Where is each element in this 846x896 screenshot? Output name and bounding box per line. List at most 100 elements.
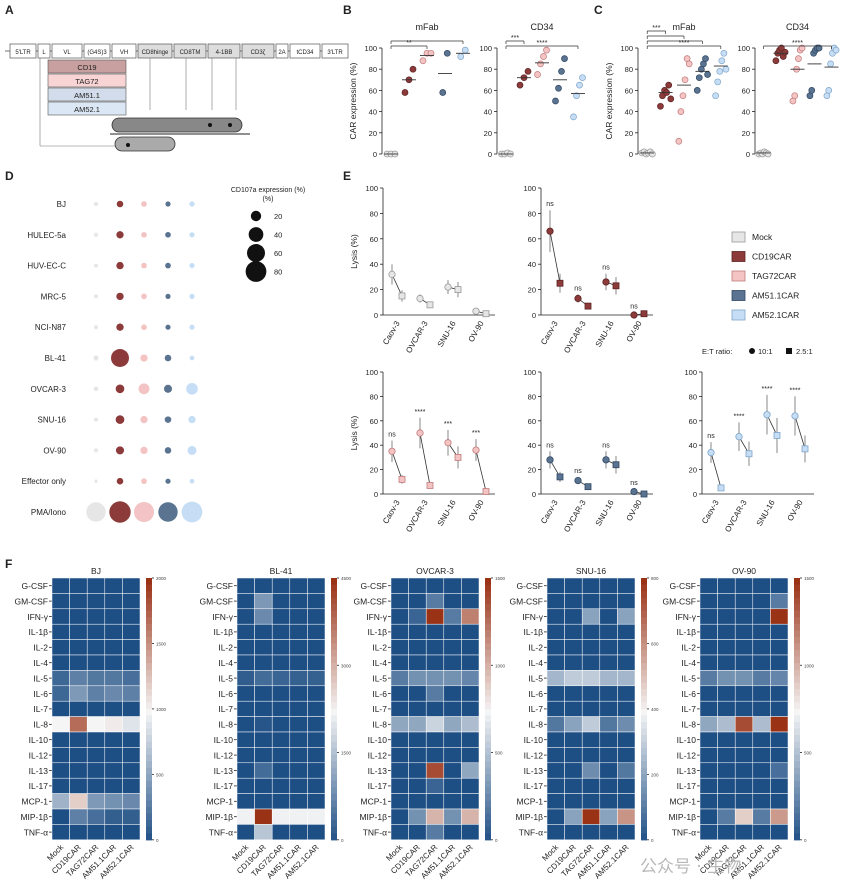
heatmap-snu16-colorbar-seg [641, 748, 647, 756]
heatmap-snu16-colorbar-seg [641, 617, 647, 625]
bubble-AM51.1CAR [165, 262, 171, 269]
lysis-cd19car-sig-label: ns [630, 303, 638, 310]
lysis-cd19car-y-tick-label: 40 [528, 260, 536, 269]
lysis-legend-swatch [731, 270, 746, 282]
heatmap-snu16-title: SNU-16 [576, 566, 607, 576]
heatmap-ov90-colorbar-seg [794, 578, 800, 586]
heatmap-ovcar3-cell [425, 793, 445, 810]
heatmap-ov90-row-label: IFN-γ [675, 612, 697, 622]
heatmap-bl41-cell [271, 593, 291, 610]
lysis-am521car-x-tick-label: SNU-16 [755, 498, 777, 528]
heatmap-bl41-cell [289, 793, 308, 810]
heatmap-snu16-colorbar-seg [641, 578, 647, 586]
heatmap-ovcar3-row-label: IL-17 [368, 781, 388, 791]
heatmap-ov90-cell [770, 654, 789, 671]
heatmap-snu16-colorbar-seg [641, 793, 647, 802]
c-cd34-point [832, 46, 840, 54]
heatmap-bj-cell [122, 700, 141, 717]
heatmap-snu16-cell [581, 762, 601, 779]
heatmap-bj-colorbar-seg [146, 630, 152, 638]
heatmap-snu16-cell [617, 762, 636, 779]
binder-label: CD19 [77, 63, 96, 72]
heatmap-bj-cell [122, 824, 141, 841]
heatmap-bj-colorbar-seg [146, 656, 152, 664]
heatmap-ov90-cell [717, 700, 736, 717]
lysis-cd19car-point-10to1 [546, 227, 554, 235]
heatmap-snu16-cell [564, 608, 583, 625]
heatmap-bl41-cell [271, 777, 291, 794]
heatmap-snu16-cell [599, 762, 618, 779]
heatmap-bj-cell [69, 608, 88, 625]
lysis-am521car-point-10to1 [735, 433, 743, 441]
heatmap-snu16-row-label: IFN-γ [522, 612, 544, 622]
heatmap-ov90-colorbar-seg [794, 636, 800, 645]
heatmap-snu16-cell [564, 777, 583, 794]
heatmap-ovcar3-colorbar-seg [485, 636, 491, 645]
heatmap-bl41-cbar-label: 0 [341, 838, 344, 843]
bubble-AM51.1CAR [164, 447, 172, 454]
lysis-tag72car-sig-label: *** [472, 430, 480, 437]
heatmap-snu16-cell [581, 700, 601, 717]
heatmap-ov90-row-label: G-CSF [670, 581, 696, 591]
c-mfab-y-tick-label: 100 [620, 44, 633, 53]
heatmap-ovcar3-title: OVCAR-3 [416, 566, 454, 576]
heatmap-bj-colorbar-seg [146, 780, 152, 789]
heatmap-bl41-colorbar-seg [331, 591, 337, 599]
heatmap-snu16-cell [599, 793, 618, 810]
heatmap-bl41-row-label: IL-7 [218, 704, 233, 714]
heatmap-ov90-cell [717, 747, 736, 764]
heatmap-ovcar3-row-label: IL-4 [372, 658, 387, 668]
heatmap-ov90-cell [699, 639, 718, 656]
heatmap-bj-colorbar-seg [146, 702, 152, 710]
c-mfab-point [722, 65, 730, 73]
heatmap-snu16-cell [617, 808, 636, 825]
heatmap-ov90-cell [734, 747, 754, 764]
heatmap-bj-row-label: GM-CSF [14, 596, 48, 606]
heatmap-snu16-row-label: IL-1β [523, 627, 543, 637]
binder-box [47, 87, 127, 102]
heatmap-bj-cell [104, 824, 123, 841]
c-mfab-y-tick-label: 40 [625, 108, 633, 117]
heatmap-ov90-cell [717, 593, 736, 610]
heatmap-snu16-cell [581, 777, 601, 794]
heatmap-ovcar3-cell [461, 639, 480, 656]
heatmap-bj-title: BJ [91, 566, 101, 576]
heatmap-ov90-colorbar-seg [794, 813, 800, 821]
heatmap-bj-cell [122, 577, 141, 594]
lysis-am511car-point-2p5to1 [640, 490, 648, 498]
heatmap-bl41-cell [254, 700, 273, 717]
heatmap-bl41-cell [271, 654, 291, 671]
heatmap-bl41-cell [254, 608, 273, 625]
heatmap-snu16-row-label: IL-6 [528, 689, 543, 699]
lysis-tag72car-y-tick-label: 100 [365, 368, 378, 377]
heatmap-bj-colorbar-seg [146, 735, 152, 743]
heatmap-bl41-cell [236, 577, 255, 594]
lysis-mock-point-10to1 [444, 283, 452, 291]
heatmap-snu16-cell [546, 577, 565, 594]
c-mfab-point [665, 81, 673, 89]
heatmap-snu16-row-label: IL-13 [524, 766, 544, 776]
heatmap-snu16-colorbar-seg [641, 813, 647, 821]
heatmap-snu16-cell [617, 577, 636, 594]
heatmap-bl41-row-label: G-CSF [207, 581, 233, 591]
heatmap-bl41-cell [236, 762, 255, 779]
heatmap-bj-cell [86, 577, 106, 594]
c-mfab-point [702, 55, 709, 62]
heatmap-bj-cell [86, 731, 106, 748]
heatmap-ov90-colorbar-seg [794, 741, 800, 749]
heatmap-snu16-colorbar-seg [641, 591, 647, 599]
bubble-AM52.1CAR [189, 324, 195, 330]
heatmap-snu16-cell [564, 639, 583, 656]
construct-label: 4-1BB [216, 50, 233, 56]
heatmap-bl41-colorbar-seg [331, 643, 337, 651]
heatmap-bj-cell [86, 685, 106, 702]
b-cd34-y-tick-label: 40 [484, 108, 492, 117]
heatmap-snu16-cell [564, 747, 583, 764]
heatmap-snu16-cell [617, 670, 636, 687]
heatmap-snu16-cell [581, 808, 601, 825]
heatmap-ov90-cell [734, 685, 754, 702]
heatmap-ovcar3-cbar-label: 0 [495, 838, 498, 843]
heatmap-ov90-cell [770, 670, 789, 687]
heatmap-ov90-row-label: TNF-α [672, 827, 696, 837]
lysis-tag72car-y-tick-label: 20 [370, 466, 378, 475]
